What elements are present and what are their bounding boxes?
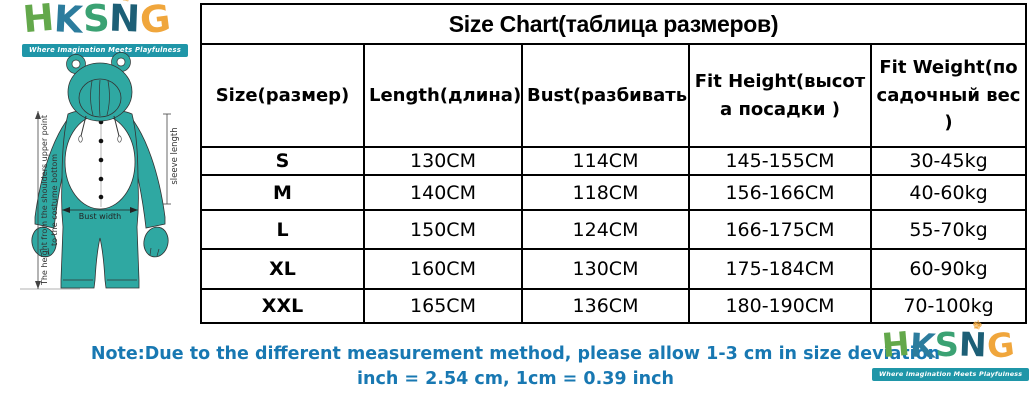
- cell-size: XXL: [200, 288, 365, 324]
- col-header-length: Length(длина): [363, 43, 523, 148]
- brand-letter-k: K: [908, 325, 937, 366]
- brand-tagline: Where Imagination Meets Playfulness: [22, 43, 188, 57]
- hood-face-opening: [78, 78, 122, 118]
- size-chart-title: Size Chart(таблица размеров): [199, 3, 1028, 45]
- brand-logo-bottom: HKSNG ♚ Where Imagination Meets Playfuln…: [872, 317, 1030, 381]
- brand-letter-n: N: [108, 0, 142, 41]
- table-row-m: M 140CM 118CM 156-166CM 40-60kg: [200, 174, 1028, 211]
- table-title-row: Size Chart(таблица размеров): [199, 3, 1028, 45]
- cell-length: 140CM: [363, 174, 523, 211]
- table-row-xxl: XXL 165CM 136CM 180-190CM 70-100kg: [200, 288, 1028, 324]
- cell-fit-height: 175-184CM: [688, 248, 872, 290]
- col-header-fit-height: Fit Height(высота посадки ): [688, 43, 872, 148]
- cell-length: 165CM: [363, 288, 523, 324]
- cell-fit-weight: 55-70kg: [869, 209, 1028, 250]
- brand-letter-s: S: [82, 0, 111, 41]
- cell-fit-weight: 30-45kg: [869, 146, 1028, 176]
- costume-measurement-diagram: The height from the shoulders upper poin…: [20, 52, 180, 290]
- cell-size: XL: [200, 248, 365, 290]
- table-header-row: Size(размер) Length(длина) Bust(разбиват…: [200, 43, 1028, 148]
- brand-letter-k: K: [52, 0, 84, 42]
- cell-size: M: [200, 174, 365, 211]
- mitten-finger-seams: [39, 247, 160, 257]
- cell-length: 150CM: [363, 209, 523, 250]
- cell-fit-height: 166-175CM: [688, 209, 872, 250]
- sleeve-measure-line: [163, 113, 171, 205]
- cell-bust: 124CM: [521, 209, 690, 250]
- cell-length: 160CM: [363, 248, 523, 290]
- height-label-line2: to the costume bottom: [50, 154, 59, 246]
- bust-label: Bust width: [79, 212, 121, 221]
- brand-letter-h: H: [880, 323, 912, 366]
- sleeve-label: sleeve length: [170, 127, 180, 184]
- height-measure-arrows: [35, 111, 41, 289]
- brand-wordmark: HKSNG ♚: [872, 317, 1024, 367]
- brand-letter-n: N: [958, 324, 988, 365]
- table-row-s: S 130CM 114CM 145-155CM 30-45kg: [200, 146, 1028, 176]
- cell-size: S: [200, 146, 365, 176]
- cell-fit-weight: 70-100kg: [869, 288, 1028, 324]
- brand-logo-top: HKSNG ♚ Where Imagination Meets Playfuln…: [21, 0, 188, 57]
- note-line-1: Note:Due to the different measurement me…: [90, 344, 941, 364]
- cell-fit-weight: 40-60kg: [869, 174, 1028, 211]
- cell-bust: 114CM: [521, 146, 690, 176]
- height-label-line1: The height from the shoulders upper poin…: [40, 115, 49, 286]
- buttons: [98, 119, 104, 200]
- size-chart-table: Size Chart(таблица размеров) Size(размер…: [199, 3, 1028, 324]
- brand-letter-g: G: [138, 0, 174, 43]
- hood-drawstrings: [78, 115, 122, 143]
- col-header-size: Size(размер): [200, 43, 365, 148]
- cell-length: 130CM: [363, 146, 523, 176]
- cell-fit-height: 156-166CM: [688, 174, 872, 211]
- cell-fit-height: 180-190CM: [688, 288, 872, 324]
- hood-seams: [90, 79, 110, 117]
- col-header-fit-weight: Fit Weight(посадочный вес ): [869, 43, 1028, 148]
- brand-wordmark: HKSNG ♚: [21, 0, 174, 43]
- brand-letter-h: H: [21, 0, 56, 42]
- bust-measure-arrows: [62, 207, 138, 213]
- cell-size: L: [200, 209, 365, 250]
- brand-letter-s: S: [934, 324, 960, 365]
- cell-bust: 130CM: [521, 248, 690, 290]
- cell-bust: 118CM: [521, 174, 690, 211]
- col-header-bust: Bust(разбивать): [521, 43, 690, 148]
- measurement-note: Note:Due to the different measurement me…: [0, 344, 1031, 389]
- brand-tagline: Where Imagination Meets Playfulness: [872, 367, 1030, 381]
- table-row-l: L 150CM 124CM 166-175CM 55-70kg: [200, 209, 1028, 250]
- cell-bust: 136CM: [521, 288, 690, 324]
- note-line-2: inch = 2.54 cm, 1cm = 0.39 inch: [357, 369, 674, 389]
- cell-fit-height: 145-155CM: [688, 146, 872, 176]
- table-row-xl: XL 160CM 130CM 175-184CM 60-90kg: [200, 248, 1028, 290]
- cell-fit-weight: 60-90kg: [869, 248, 1028, 290]
- brand-letter-g: G: [984, 324, 1017, 367]
